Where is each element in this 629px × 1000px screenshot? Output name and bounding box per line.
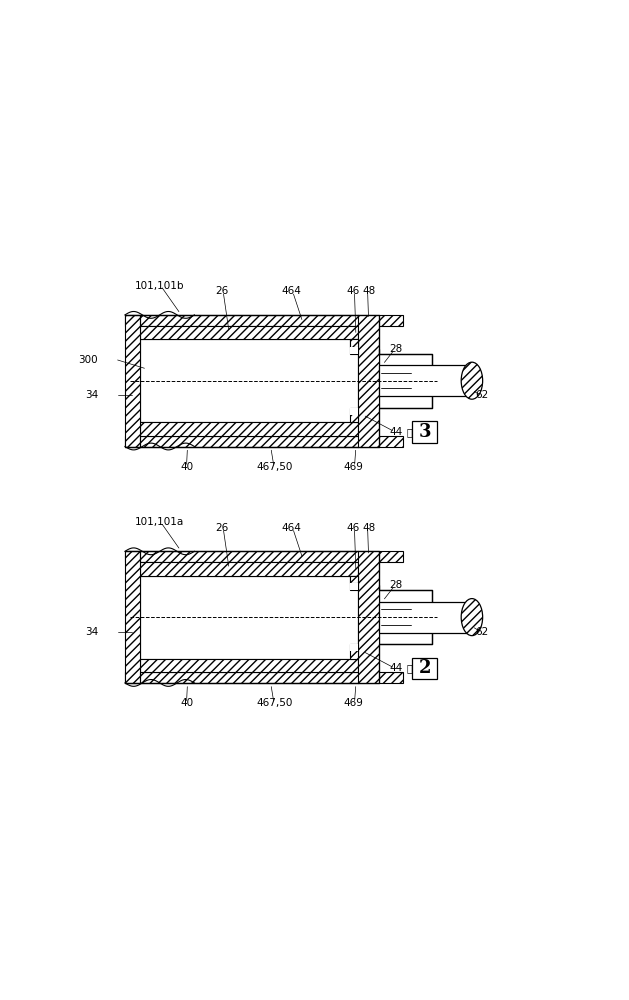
Text: 464: 464 (282, 523, 301, 533)
Bar (140, 659, 359, 672)
Bar (125, 315, 403, 326)
Bar (350, 644, 359, 651)
Text: 26: 26 (216, 523, 229, 533)
Bar (125, 672, 403, 683)
Bar (350, 583, 359, 590)
Text: 3: 3 (418, 423, 431, 441)
Text: 469: 469 (343, 462, 364, 472)
FancyBboxPatch shape (412, 421, 437, 443)
Text: 46: 46 (347, 286, 360, 296)
Bar (350, 408, 359, 422)
Bar (125, 551, 140, 683)
Bar (140, 339, 359, 422)
Bar (350, 339, 359, 354)
Text: 图: 图 (406, 427, 412, 437)
Text: 464: 464 (282, 286, 301, 296)
Text: 48: 48 (362, 286, 376, 296)
Text: 62: 62 (475, 390, 488, 400)
Text: 28: 28 (389, 344, 403, 354)
Bar (350, 576, 359, 590)
Bar (350, 644, 359, 659)
Text: 40: 40 (181, 698, 194, 708)
Bar (350, 576, 359, 583)
Text: 467,50: 467,50 (257, 462, 293, 472)
Text: 469: 469 (343, 698, 364, 708)
Bar (125, 551, 403, 562)
Bar (379, 602, 467, 633)
Bar (350, 408, 359, 415)
Text: 28: 28 (389, 580, 403, 590)
Text: 467,50: 467,50 (257, 698, 293, 708)
FancyBboxPatch shape (412, 658, 437, 679)
Bar (350, 339, 359, 347)
Bar (379, 365, 467, 396)
Text: 40: 40 (181, 462, 194, 472)
Text: 34: 34 (85, 390, 98, 400)
Text: 2: 2 (418, 659, 431, 677)
Text: 101,101b: 101,101b (135, 281, 184, 291)
Bar (125, 436, 403, 447)
Text: 44: 44 (389, 663, 403, 673)
Text: 48: 48 (362, 523, 376, 533)
Bar (140, 576, 359, 659)
Bar (359, 315, 379, 447)
Text: 26: 26 (216, 286, 229, 296)
Text: 图: 图 (406, 663, 412, 673)
Text: 44: 44 (389, 427, 403, 437)
Bar (140, 326, 359, 339)
Bar (379, 354, 432, 408)
Text: 34: 34 (85, 627, 98, 637)
Bar (140, 422, 359, 436)
Bar (140, 562, 359, 576)
Bar (379, 590, 432, 644)
Ellipse shape (461, 599, 482, 636)
Ellipse shape (461, 362, 482, 399)
Text: 300: 300 (79, 355, 98, 365)
Text: 46: 46 (347, 523, 360, 533)
Bar (125, 315, 140, 447)
Text: 101,101a: 101,101a (135, 517, 184, 527)
Bar (350, 347, 359, 354)
Bar (359, 551, 379, 683)
Text: 62: 62 (475, 627, 488, 637)
